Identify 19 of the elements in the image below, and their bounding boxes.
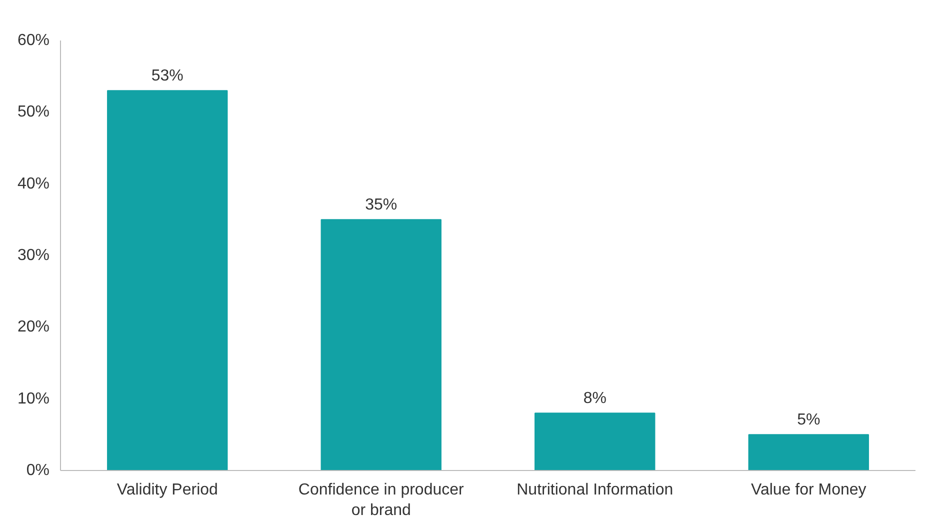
y-tick-label: 60%: [17, 32, 50, 49]
data-label: 5%: [797, 412, 820, 429]
data-label: 53%: [151, 68, 184, 85]
y-tick-label: 30%: [17, 247, 50, 264]
bar: [107, 90, 228, 470]
data-label: 8%: [583, 390, 606, 408]
y-tick-label: 20%: [17, 318, 50, 336]
y-tick-label: 10%: [17, 390, 50, 408]
bar: [320, 219, 442, 470]
data-label: 35%: [365, 196, 398, 214]
x-tick-label: Value for Money: [750, 482, 866, 498]
x-tick-label: Validity Period: [116, 482, 218, 498]
x-tick-label: Nutritional Information: [516, 482, 674, 498]
bar: [748, 434, 869, 470]
x-tick-label: Confidence in producer or brand: [298, 482, 465, 519]
bar: [534, 412, 656, 470]
y-tick-label: 50%: [17, 104, 50, 121]
y-tick-label: 40%: [17, 175, 50, 192]
y-tick-label: 0%: [26, 462, 50, 479]
